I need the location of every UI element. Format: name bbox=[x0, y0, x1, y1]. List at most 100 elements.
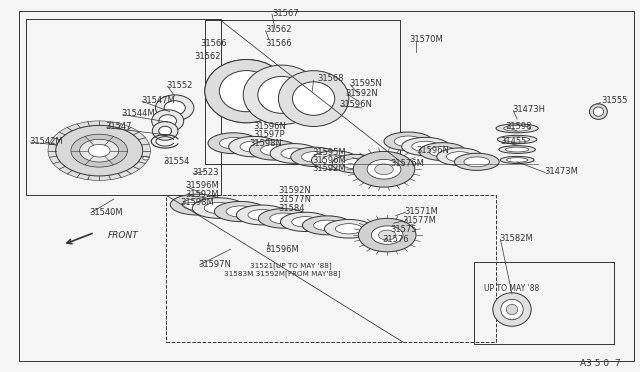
Ellipse shape bbox=[228, 137, 279, 157]
Text: 31562: 31562 bbox=[195, 52, 221, 61]
Ellipse shape bbox=[243, 65, 320, 125]
Ellipse shape bbox=[342, 158, 368, 169]
Text: 31567: 31567 bbox=[272, 9, 299, 17]
Text: 31576: 31576 bbox=[383, 235, 410, 244]
Ellipse shape bbox=[258, 76, 305, 113]
Ellipse shape bbox=[159, 115, 177, 127]
Ellipse shape bbox=[236, 205, 288, 225]
Text: UP TO MAY '88: UP TO MAY '88 bbox=[484, 284, 540, 293]
Circle shape bbox=[358, 218, 416, 252]
Ellipse shape bbox=[506, 147, 529, 152]
Text: 31523: 31523 bbox=[192, 169, 218, 177]
Ellipse shape bbox=[260, 144, 288, 155]
Ellipse shape bbox=[159, 126, 172, 135]
Ellipse shape bbox=[240, 141, 268, 152]
Ellipse shape bbox=[429, 147, 456, 157]
Text: 31577M: 31577M bbox=[402, 216, 436, 225]
Text: 31521[UP TO MAY '88]: 31521[UP TO MAY '88] bbox=[250, 263, 332, 269]
Ellipse shape bbox=[164, 101, 186, 115]
Circle shape bbox=[378, 230, 396, 240]
Text: 31598: 31598 bbox=[506, 122, 532, 131]
Text: 31596M: 31596M bbox=[186, 182, 220, 190]
Text: 31566: 31566 bbox=[200, 39, 227, 48]
Ellipse shape bbox=[226, 206, 255, 217]
Ellipse shape bbox=[204, 202, 234, 214]
Ellipse shape bbox=[322, 155, 348, 166]
Ellipse shape bbox=[384, 132, 433, 151]
Circle shape bbox=[375, 164, 393, 174]
Text: 31595N: 31595N bbox=[349, 79, 381, 88]
Bar bbox=[474, 262, 614, 344]
Ellipse shape bbox=[501, 299, 524, 320]
Circle shape bbox=[79, 139, 119, 162]
Text: 31473M: 31473M bbox=[544, 167, 578, 176]
Bar bbox=[166, 195, 496, 342]
Circle shape bbox=[371, 226, 403, 244]
Bar bbox=[26, 19, 221, 195]
Ellipse shape bbox=[504, 137, 530, 142]
Ellipse shape bbox=[497, 135, 537, 144]
Text: 31592N: 31592N bbox=[346, 89, 378, 97]
Text: 31582M: 31582M bbox=[499, 234, 533, 243]
Ellipse shape bbox=[214, 201, 267, 222]
Ellipse shape bbox=[335, 224, 362, 234]
Circle shape bbox=[88, 144, 110, 157]
Ellipse shape bbox=[217, 69, 275, 113]
Ellipse shape bbox=[500, 156, 534, 164]
Circle shape bbox=[367, 160, 401, 179]
Ellipse shape bbox=[270, 144, 319, 163]
Ellipse shape bbox=[205, 60, 288, 123]
Ellipse shape bbox=[182, 199, 212, 210]
Text: 31555: 31555 bbox=[602, 96, 628, 105]
Text: 31568: 31568 bbox=[317, 74, 344, 83]
Ellipse shape bbox=[301, 151, 328, 162]
Text: 31595M: 31595M bbox=[312, 148, 346, 157]
Text: 31592M: 31592M bbox=[312, 164, 346, 173]
Text: 31570M: 31570M bbox=[410, 35, 444, 44]
Ellipse shape bbox=[593, 107, 604, 116]
Ellipse shape bbox=[312, 151, 358, 170]
Text: 31596N: 31596N bbox=[339, 100, 372, 109]
Ellipse shape bbox=[589, 104, 607, 119]
Ellipse shape bbox=[324, 219, 373, 238]
Text: 31473H: 31473H bbox=[512, 105, 545, 114]
Ellipse shape bbox=[332, 154, 378, 173]
Ellipse shape bbox=[281, 148, 308, 159]
Ellipse shape bbox=[291, 147, 339, 167]
Text: 31566: 31566 bbox=[266, 39, 292, 48]
Text: 31592N: 31592N bbox=[278, 186, 311, 195]
Text: 31584: 31584 bbox=[278, 204, 305, 213]
Circle shape bbox=[71, 134, 127, 167]
Ellipse shape bbox=[280, 212, 330, 231]
Text: 31598N: 31598N bbox=[250, 139, 282, 148]
Text: 31597P: 31597P bbox=[253, 130, 284, 139]
Ellipse shape bbox=[156, 95, 194, 121]
Text: 31547M: 31547M bbox=[141, 96, 175, 105]
Ellipse shape bbox=[220, 71, 273, 112]
Ellipse shape bbox=[454, 153, 499, 170]
Circle shape bbox=[143, 156, 149, 160]
Ellipse shape bbox=[250, 140, 299, 160]
Ellipse shape bbox=[248, 209, 276, 221]
Text: 31571M: 31571M bbox=[404, 207, 438, 216]
Text: 31583M 31592M[FROM MAY'88]: 31583M 31592M[FROM MAY'88] bbox=[224, 270, 340, 277]
Ellipse shape bbox=[447, 152, 473, 162]
Ellipse shape bbox=[270, 213, 298, 224]
Circle shape bbox=[353, 151, 415, 187]
Ellipse shape bbox=[278, 71, 349, 126]
Text: 31577N: 31577N bbox=[278, 195, 312, 203]
Text: A3 5 0  7: A3 5 0 7 bbox=[580, 359, 621, 368]
Ellipse shape bbox=[493, 293, 531, 326]
Ellipse shape bbox=[208, 133, 259, 154]
Ellipse shape bbox=[412, 141, 439, 152]
Text: 31542M: 31542M bbox=[29, 137, 63, 146]
Text: 31596M: 31596M bbox=[266, 245, 300, 254]
Circle shape bbox=[56, 125, 143, 176]
Ellipse shape bbox=[292, 217, 319, 227]
Text: 31596N: 31596N bbox=[253, 122, 285, 131]
Text: 31562: 31562 bbox=[266, 25, 292, 34]
Ellipse shape bbox=[152, 110, 184, 132]
Ellipse shape bbox=[499, 146, 536, 153]
Ellipse shape bbox=[506, 304, 518, 315]
Text: 31455: 31455 bbox=[500, 137, 527, 146]
